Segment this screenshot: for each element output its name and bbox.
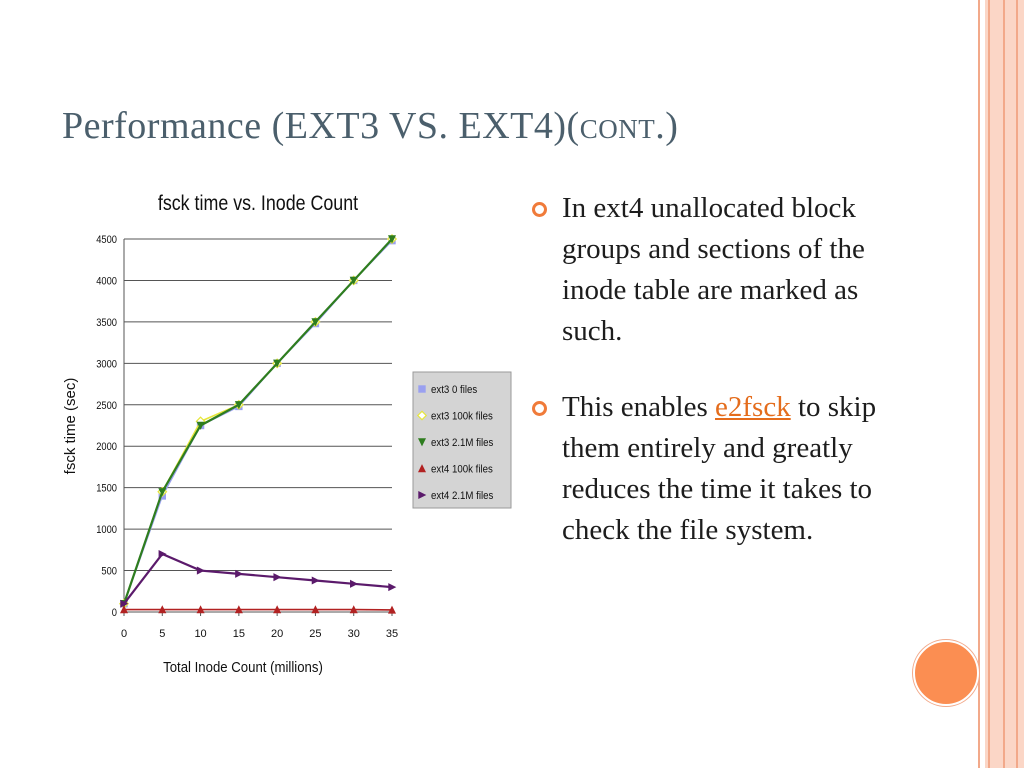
decor-stripe-line (988, 0, 990, 768)
legend-marker (417, 464, 427, 473)
legend-label: ext3 0 files (431, 385, 477, 397)
y-tick-label: 0 (112, 607, 117, 619)
x-tick-label: 0 (121, 628, 127, 640)
series-line-ext3-0-files (123, 240, 393, 604)
data-point-ext4-2-1m-files (158, 549, 167, 558)
data-point-ext4-2-1m-files (273, 573, 282, 582)
e2fsck-link[interactable]: e2fsck (715, 391, 791, 423)
chart-title: fsck time vs. Inode Count (158, 192, 359, 216)
chart-svg: fsck time vs. Inode Count Total Inode Cou… (62, 192, 512, 675)
data-point-ext3-2-1m-files (273, 359, 282, 368)
y-tick-label: 500 (101, 566, 117, 578)
bullet-item: This enables e2fsck to skip them entirel… (530, 387, 925, 551)
bullet-item: In ext4 unallocated block groups and sec… (530, 188, 925, 352)
y-tick-label: 3500 (96, 317, 117, 329)
data-point-ext4-2-1m-files (311, 576, 320, 585)
legend-label: ext4 2.1M files (431, 491, 493, 503)
data-point-ext4-100k-files (387, 605, 397, 614)
decor-stripe-line (1016, 0, 1018, 768)
legend-label: ext3 2.1M files (431, 438, 493, 450)
legend-label: ext4 100k files (431, 464, 493, 476)
slide-title: Performance (EXT3 VS. EXT4)(cont.) (62, 104, 962, 148)
legend-label: ext3 100k files (431, 411, 493, 423)
y-tick-label: 2500 (96, 400, 117, 412)
data-point-ext3-2-1m-files (349, 276, 358, 285)
data-point-ext4-2-1m-files (196, 566, 205, 575)
data-point-ext4-100k-files (311, 605, 320, 614)
x-tick-label: 20 (271, 628, 283, 640)
data-point-ext4-2-1m-files (120, 599, 129, 608)
y-tick-label: 1000 (96, 524, 117, 536)
legend-box (412, 371, 512, 509)
decor-orange-circle (913, 640, 979, 706)
bullet-ring-icon (532, 202, 547, 217)
y-tick-label: 4000 (96, 276, 117, 288)
data-point-ext4-100k-files (349, 605, 358, 614)
data-point-ext3-2-1m-files (196, 421, 205, 430)
data-point-ext4-100k-files (234, 605, 243, 614)
fsck-chart: fsck time vs. Inode Count Total Inode Cou… (55, 178, 525, 688)
data-point-ext4-2-1m-files (388, 583, 397, 592)
y-axis-label: fsck time (sec) (62, 378, 79, 475)
x-tick-label: 10 (194, 628, 206, 640)
slide-title-cont: cont. (579, 105, 666, 147)
x-tick-label: 35 (386, 628, 398, 640)
slide-title-close: ) (665, 105, 679, 147)
y-tick-label: 2000 (96, 442, 117, 454)
bullet-ring-icon (532, 401, 547, 416)
bullet-list: In ext4 unallocated block groups and sec… (530, 188, 925, 586)
series-line-ext3-100k-files (123, 238, 393, 604)
data-point-ext3-2-1m-files (387, 235, 397, 244)
x-axis-label: Total Inode Count (millions) (163, 658, 323, 675)
x-tick-label: 5 (159, 628, 165, 640)
legend-marker (418, 385, 426, 393)
data-point-ext4-2-1m-files (350, 579, 359, 588)
data-point-ext4-100k-files (158, 605, 167, 614)
bullet-text-post: to skip them entirely and greatly reduce… (562, 391, 877, 546)
data-point-ext4-100k-files (196, 605, 205, 614)
data-point-ext3-2-1m-files (158, 488, 167, 497)
y-tick-label: 4500 (96, 234, 117, 246)
y-tick-label: 3000 (96, 359, 117, 371)
data-point-ext4-2-1m-files (235, 569, 244, 578)
series-line-ext3-2-1m-files (122, 238, 393, 605)
data-point-ext3-2-1m-files (311, 318, 320, 327)
series-line-ext4-2-1m-files (123, 552, 393, 605)
data-point-ext4-100k-files (119, 605, 129, 614)
legend-marker (416, 410, 428, 421)
decor-stripe-line (978, 0, 980, 768)
y-tick-label: 1500 (96, 483, 117, 495)
bullet-text-pre: This enables (562, 391, 716, 423)
slide-title-main: Performance (EXT3 VS. EXT4)( (62, 105, 580, 147)
bullet-text: In ext4 unallocated block groups and sec… (562, 192, 865, 347)
legend-marker (417, 438, 427, 447)
x-tick-label: 25 (309, 628, 321, 640)
data-point-ext4-100k-files (273, 605, 282, 614)
data-point-ext3-2-1m-files (234, 401, 243, 410)
x-tick-label: 30 (348, 628, 360, 640)
x-tick-label: 15 (233, 628, 245, 640)
decor-stripe-line (1003, 0, 1005, 768)
legend-marker (418, 490, 427, 500)
